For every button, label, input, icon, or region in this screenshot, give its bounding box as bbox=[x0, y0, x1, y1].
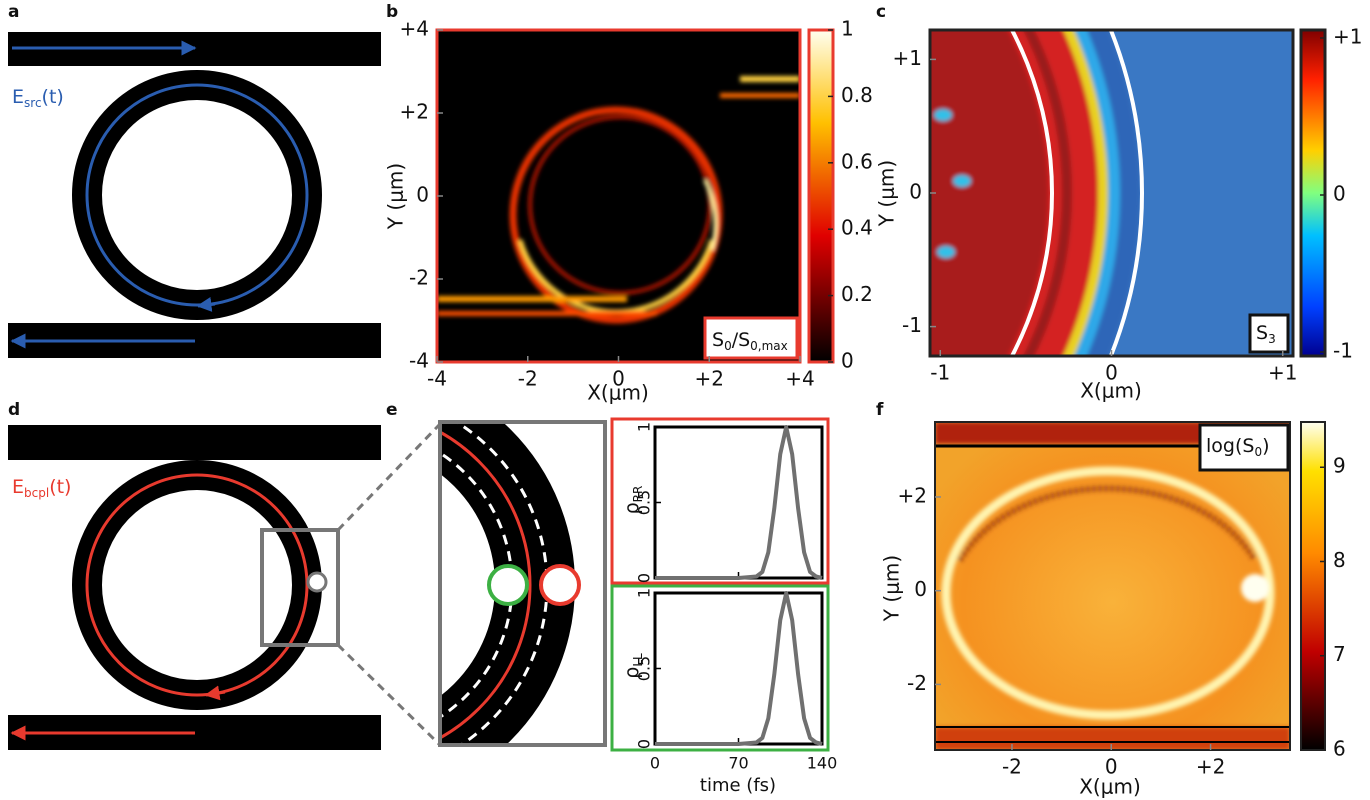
text: S bbox=[712, 329, 724, 351]
y-axis-label: Y (μm) bbox=[875, 160, 899, 227]
y-tick-label: 0 bbox=[416, 183, 429, 207]
subscript: LL bbox=[631, 653, 645, 667]
panel-letter: a bbox=[8, 2, 19, 22]
subscript: RR bbox=[631, 486, 645, 503]
colorbar-tick-label: 9 bbox=[1333, 454, 1346, 478]
symbol: E bbox=[12, 86, 24, 108]
subscript: 0,max bbox=[750, 339, 788, 353]
y-tick-label: 0 bbox=[635, 573, 654, 583]
subscript: 3 bbox=[1268, 332, 1276, 346]
x-axis-label: time (fs) bbox=[700, 775, 776, 796]
x-tick-label: -2 bbox=[518, 367, 538, 391]
curve bbox=[655, 425, 823, 580]
annotation: S0/S0,max bbox=[712, 329, 788, 353]
colorbar-tick-label: -1 bbox=[1333, 339, 1353, 363]
panel-c-heatmap bbox=[930, 30, 1293, 356]
annotation: log(S0) bbox=[1206, 435, 1270, 459]
colorbar-tick-label: 0.6 bbox=[841, 149, 873, 173]
colorbar-tick-label: +1 bbox=[1333, 25, 1362, 49]
y-tick-label: 0 bbox=[914, 577, 927, 601]
panel-b-colorbar bbox=[807, 28, 835, 364]
panel-d-drawing bbox=[8, 422, 442, 750]
colorbar-tick-label: 1 bbox=[841, 17, 854, 41]
subscript: 0 bbox=[1254, 445, 1262, 459]
colorbar-tick-label: 7 bbox=[1333, 642, 1346, 666]
x-tick-label: 70 bbox=[728, 754, 748, 773]
y-tick-label: +2 bbox=[898, 483, 927, 507]
subscript: 0 bbox=[724, 339, 732, 353]
panel-letter: b bbox=[386, 2, 398, 22]
x-tick-label: 140 bbox=[807, 754, 838, 773]
panel-f-heatmap bbox=[935, 422, 1290, 750]
x-tick-label: 0 bbox=[1105, 755, 1118, 779]
colorbar-tick-label: 6 bbox=[1333, 737, 1346, 761]
panel-a-drawing bbox=[8, 32, 381, 358]
panel-letter: f bbox=[876, 400, 884, 420]
panel-c-colorbar bbox=[1299, 28, 1327, 358]
panel-e-zoom bbox=[438, 417, 830, 752]
x-tick-label: 0 bbox=[612, 367, 625, 391]
colorbar-tick-label: 8 bbox=[1333, 548, 1346, 572]
y-tick-label: +1 bbox=[893, 46, 922, 70]
field-label: Ebcpl(t) bbox=[12, 476, 71, 500]
x-tick-label: +2 bbox=[695, 367, 724, 391]
annotation-box bbox=[1198, 423, 1290, 472]
annotation-box bbox=[1248, 313, 1290, 354]
y-tick-label: -1 bbox=[902, 313, 922, 337]
y-tick-label: 1 bbox=[635, 588, 654, 598]
colorbar-tick-label: 0 bbox=[841, 349, 854, 373]
y-axis-label: ρRR bbox=[621, 486, 645, 515]
annotation: S3 bbox=[1256, 322, 1276, 346]
panel-f-frame bbox=[934, 421, 1291, 751]
panel-letter: e bbox=[386, 400, 398, 420]
y-tick-label: 1 bbox=[635, 422, 654, 432]
y-tick-label: 0 bbox=[909, 180, 922, 204]
x-axis-label: X(μm) bbox=[1079, 775, 1141, 799]
field-label: Esrc(t) bbox=[12, 86, 64, 110]
y-tick-label: -2 bbox=[907, 671, 927, 695]
annotation-box bbox=[703, 316, 799, 360]
x-tick-label: -2 bbox=[1002, 755, 1022, 779]
subscript: src bbox=[24, 96, 42, 110]
colorbar-tick-label: 0.8 bbox=[841, 83, 873, 107]
colorbar-tick-label: 0.4 bbox=[841, 216, 873, 240]
y-tick-label: 0.5 bbox=[635, 490, 654, 515]
panel-b-heatmap bbox=[437, 30, 800, 362]
symbol: ρ bbox=[621, 667, 643, 679]
panel-f-colorbar bbox=[1300, 421, 1326, 751]
text: S bbox=[1256, 322, 1268, 344]
x-tick-label: +4 bbox=[785, 367, 814, 391]
x-tick-label: -1 bbox=[930, 361, 950, 385]
colorbar-tick-label: 0.2 bbox=[841, 282, 873, 306]
panel-letter: d bbox=[8, 400, 20, 420]
text: ) bbox=[1262, 435, 1269, 457]
text: /S bbox=[732, 329, 750, 351]
y-axis-label: ρLL bbox=[621, 653, 645, 679]
y-tick-label: -2 bbox=[409, 266, 429, 290]
curve bbox=[655, 591, 823, 746]
y-tick-label: 0.5 bbox=[635, 656, 654, 681]
symbol: E bbox=[12, 476, 24, 498]
suffix: (t) bbox=[49, 476, 71, 498]
text: log(S bbox=[1206, 435, 1254, 457]
y-tick-label: +4 bbox=[400, 17, 429, 41]
x-tick-label: -4 bbox=[427, 367, 447, 391]
x-axis-label: X(μm) bbox=[1080, 379, 1142, 403]
y-axis-label: Y (μm) bbox=[384, 163, 408, 230]
x-tick-label: 0 bbox=[650, 754, 660, 773]
y-tick-label: +2 bbox=[400, 100, 429, 124]
y-axis-label: Y (μm) bbox=[880, 555, 904, 622]
y-tick-label: 0 bbox=[635, 739, 654, 749]
x-tick-label: +1 bbox=[1268, 361, 1297, 385]
colorbar-tick-label: 0 bbox=[1333, 182, 1346, 206]
y-tick-label: -4 bbox=[409, 349, 429, 373]
x-tick-label: +2 bbox=[1196, 755, 1225, 779]
suffix: (t) bbox=[42, 86, 64, 108]
panel-letter: c bbox=[876, 2, 886, 22]
symbol: ρ bbox=[621, 502, 643, 514]
x-tick-label: 0 bbox=[1105, 361, 1118, 385]
subscript: bcpl bbox=[24, 486, 49, 500]
x-axis-label: X(μm) bbox=[587, 381, 649, 405]
